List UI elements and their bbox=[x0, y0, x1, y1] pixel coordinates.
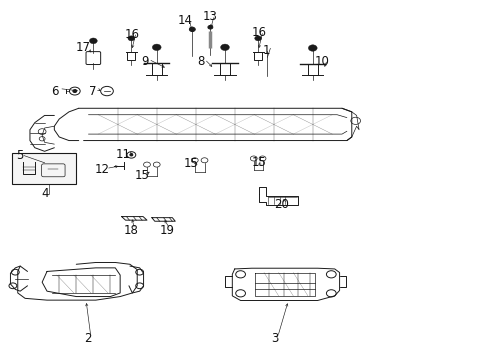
Circle shape bbox=[73, 90, 77, 93]
Bar bbox=[127, 52, 135, 60]
Circle shape bbox=[89, 38, 97, 44]
Circle shape bbox=[128, 36, 135, 41]
Text: 13: 13 bbox=[203, 10, 217, 23]
Text: 20: 20 bbox=[273, 198, 288, 211]
Bar bbox=[12, 153, 76, 184]
Text: 16: 16 bbox=[124, 28, 140, 41]
Circle shape bbox=[130, 154, 133, 156]
Text: 12: 12 bbox=[94, 163, 109, 176]
Bar bbox=[152, 63, 161, 75]
Bar bbox=[307, 64, 317, 75]
Text: 3: 3 bbox=[270, 332, 278, 345]
Text: 10: 10 bbox=[314, 55, 329, 68]
Text: 6: 6 bbox=[51, 85, 59, 98]
Text: 7: 7 bbox=[88, 85, 96, 98]
Text: 4: 4 bbox=[41, 187, 49, 200]
Text: 16: 16 bbox=[251, 27, 266, 40]
Circle shape bbox=[207, 26, 212, 29]
Text: 15: 15 bbox=[183, 157, 198, 170]
Bar bbox=[254, 52, 262, 60]
Text: 15: 15 bbox=[251, 156, 266, 169]
Circle shape bbox=[220, 44, 229, 50]
Circle shape bbox=[152, 44, 161, 50]
Text: 9: 9 bbox=[141, 55, 148, 68]
Text: 8: 8 bbox=[197, 55, 204, 68]
Text: 2: 2 bbox=[83, 332, 91, 345]
Text: 15: 15 bbox=[134, 169, 149, 182]
Circle shape bbox=[189, 27, 195, 32]
Circle shape bbox=[254, 36, 261, 41]
Text: 14: 14 bbox=[177, 14, 192, 27]
Bar bbox=[220, 63, 229, 75]
Text: 17: 17 bbox=[76, 41, 91, 54]
Text: 1: 1 bbox=[262, 44, 270, 57]
Text: 18: 18 bbox=[123, 224, 139, 238]
Text: 11: 11 bbox=[116, 148, 131, 161]
Circle shape bbox=[308, 45, 317, 51]
Text: 5: 5 bbox=[17, 149, 24, 162]
Text: 19: 19 bbox=[160, 224, 175, 238]
